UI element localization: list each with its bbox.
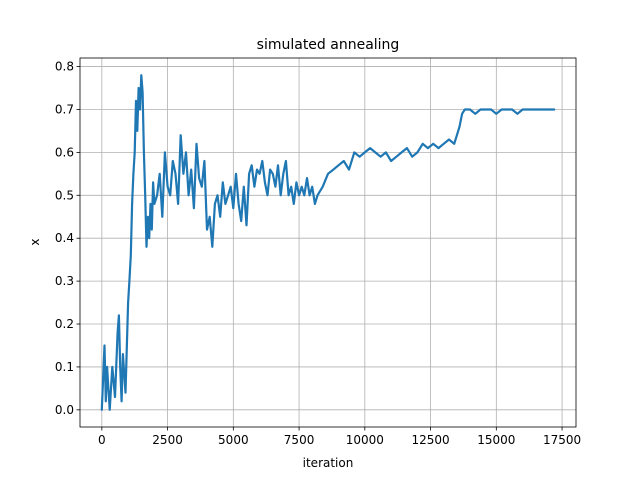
y-tick-label: 0.0 [55, 403, 74, 417]
x-tick-label: 15000 [477, 433, 515, 447]
y-tick-label: 0.4 [55, 231, 74, 245]
y-tick-label: 0.1 [55, 360, 74, 374]
y-tick-label: 0.3 [55, 274, 74, 288]
x-tick-label: 2500 [152, 433, 183, 447]
x-tick-label: 5000 [218, 433, 249, 447]
y-tick-label: 0.8 [55, 60, 74, 74]
y-tick-label: 0.7 [55, 102, 74, 116]
x-tick-label: 17500 [543, 433, 581, 447]
y-tick-label: 0.6 [55, 145, 74, 159]
series-line [100, 74, 556, 411]
x-tick-label: 12500 [411, 433, 449, 447]
series-layer [100, 74, 556, 411]
x-axis-label: iteration [303, 456, 354, 470]
x-tick-label: 0 [98, 433, 106, 447]
chart-title: simulated annealing [257, 37, 400, 53]
grid [80, 58, 576, 427]
y-axis-label: x [28, 238, 42, 245]
x-axis-ticks: 0 2500 5000 7500 10000 12500 15000 17500 [98, 427, 581, 447]
x-tick-label: 7500 [284, 433, 315, 447]
x-tick-label: 10000 [346, 433, 384, 447]
y-tick-label: 0.5 [55, 188, 74, 202]
y-axis-ticks: 0.0 0.1 0.2 0.3 0.4 0.5 0.6 0.7 0.8 [55, 60, 80, 417]
plot-frame [79, 57, 577, 428]
y-tick-label: 0.2 [55, 317, 74, 331]
